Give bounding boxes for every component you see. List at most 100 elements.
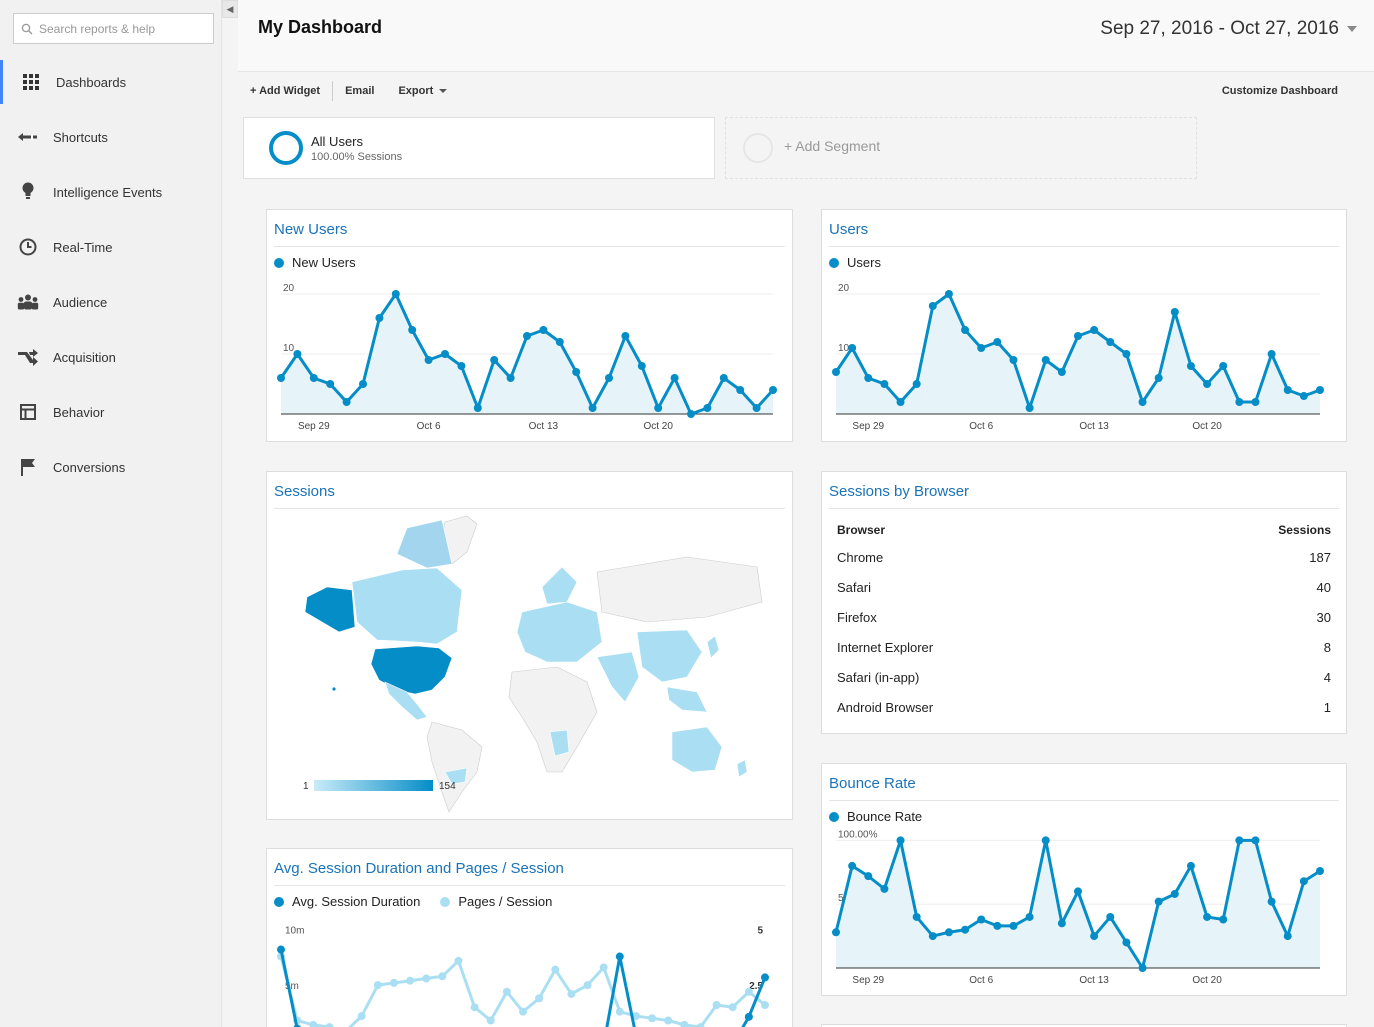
data-point — [621, 332, 630, 340]
data-point — [490, 356, 499, 364]
sidebar-item-label: Dashboards — [56, 74, 127, 90]
data-point — [1283, 932, 1292, 941]
data-point — [1235, 836, 1244, 845]
sidebar: Dashboards Shortcuts Intelligence Events… — [0, 0, 222, 1027]
table-row[interactable]: Internet Explorer 8 — [829, 632, 1339, 662]
data-point-pages — [680, 1020, 689, 1027]
cell-browser[interactable]: Safari (in-app) — [837, 669, 920, 685]
add-widget-button[interactable]: + Add Widget — [250, 85, 321, 97]
data-point — [1235, 398, 1244, 406]
search-box[interactable] — [13, 13, 214, 44]
data-point-duration — [744, 1012, 753, 1021]
data-point — [769, 386, 777, 394]
data-point — [1074, 887, 1082, 896]
date-range-picker[interactable]: Sep 27, 2016 - Oct 27, 2016 — [1096, 14, 1359, 44]
widget-title: Users — [829, 221, 869, 238]
sidebar-item-real-time[interactable]: Real-Time — [0, 225, 222, 269]
widget-new-users: New Users New Users 10 20 Sep 29 Oct 6 Oct 1… — [266, 209, 793, 442]
cell-browser[interactable]: Firefox — [837, 609, 877, 625]
sidebar-item-dashboards[interactable]: Dashboards — [0, 60, 222, 104]
data-point-pages — [648, 1014, 657, 1023]
cell-browser[interactable]: Android Browser — [837, 699, 934, 715]
divider — [829, 800, 1339, 801]
sidebar-item-intelligence-events[interactable]: Intelligence Events — [0, 170, 222, 214]
table-row[interactable]: Chrome 187 — [829, 542, 1339, 572]
add-segment-button[interactable]: + Add Segment — [725, 117, 1197, 179]
sidebar-item-behavior[interactable]: Behavior — [0, 390, 222, 434]
chart-legend: Users — [829, 255, 881, 270]
world-map[interactable]: 1 154 — [267, 472, 792, 819]
customize-dashboard-button[interactable]: Customize Dashboard — [1221, 85, 1338, 97]
divider — [274, 246, 785, 247]
table-row[interactable]: Firefox 30 — [829, 602, 1339, 632]
collapse-sidebar-button[interactable]: ◀ — [222, 0, 238, 18]
data-point — [1316, 386, 1324, 394]
sidebar-item-shortcuts[interactable]: Shortcuts — [0, 115, 222, 159]
data-point — [1154, 374, 1163, 382]
search-input[interactable] — [39, 21, 209, 36]
table-header-row: Browser Sessions — [829, 518, 1339, 542]
data-point — [309, 374, 318, 382]
new-users-chart: 10 20 Sep 29 Oct 6 Oct 13 Oct 20 — [277, 283, 777, 432]
x-tick-label: Oct 20 — [1192, 975, 1222, 986]
header: My Dashboard Sep 27, 2016 - Oct 27, 2016 — [238, 0, 1374, 72]
series-line-pages — [279, 956, 766, 1027]
table-row[interactable]: Android Browser 1 — [829, 692, 1339, 722]
shortcut-arrow-icon — [17, 126, 39, 148]
data-point-pages — [583, 981, 592, 990]
column-header-sessions: Sessions — [1278, 523, 1331, 537]
data-point — [1090, 932, 1099, 941]
cell-browser[interactable]: Chrome — [837, 549, 884, 565]
chart-legend: Bounce Rate — [829, 809, 922, 824]
x-tick-label: Oct 13 — [529, 421, 559, 432]
data-point — [1122, 938, 1131, 947]
data-point-pages — [406, 976, 415, 985]
sidebar-item-label: Shortcuts — [53, 129, 108, 145]
table-row[interactable]: Safari 40 — [829, 572, 1339, 602]
data-point-duration — [615, 952, 624, 961]
email-button[interactable]: Email — [333, 85, 386, 97]
data-point-pages — [470, 1003, 479, 1012]
data-point — [752, 404, 761, 412]
data-point — [1122, 350, 1131, 358]
data-point — [1203, 380, 1212, 388]
y-tick-label: 10 — [838, 343, 850, 354]
x-tick-label: Oct 6 — [969, 421, 993, 432]
email-label: Email — [345, 85, 375, 97]
data-point — [654, 404, 663, 412]
toolbar-divider — [332, 81, 334, 101]
data-point — [457, 362, 466, 370]
data-point — [848, 861, 857, 870]
data-point-pages — [744, 987, 753, 996]
sidebar-item-audience[interactable]: Audience — [0, 280, 222, 324]
data-point — [637, 362, 646, 370]
data-point-pages — [615, 1007, 624, 1016]
divider — [829, 508, 1339, 509]
table-row[interactable]: Safari (in-app) 4 — [829, 662, 1339, 692]
export-button[interactable]: Export — [386, 85, 459, 97]
data-point — [1186, 362, 1195, 370]
widget-bounce-rate: Bounce Rate Bounce Rate 50.00%100.00%Sep… — [821, 763, 1347, 996]
area-fill — [836, 840, 1320, 968]
data-point — [977, 915, 986, 924]
segment-all-users[interactable]: All Users 100.00% Sessions — [243, 117, 715, 179]
data-point — [944, 928, 953, 937]
cell-sessions: 30 — [1316, 609, 1331, 625]
data-point-pages — [502, 987, 511, 996]
sidebar-item-acquisition[interactable]: Acquisition — [0, 335, 222, 379]
data-point — [670, 374, 679, 382]
widget-title: New Users — [274, 221, 348, 238]
data-point-pages — [325, 1023, 334, 1027]
data-point — [993, 338, 1002, 346]
legend-dot-icon — [274, 896, 284, 907]
data-point-pages — [551, 965, 560, 974]
cell-browser[interactable]: Safari — [837, 579, 871, 595]
column-header-browser: Browser — [837, 523, 886, 537]
legend-dot-icon — [829, 257, 839, 268]
data-point — [375, 314, 384, 322]
layout-icon — [17, 401, 39, 423]
data-point — [993, 921, 1002, 930]
chart-legend: New Users — [274, 255, 356, 270]
cell-browser[interactable]: Internet Explorer — [837, 639, 934, 655]
sidebar-item-conversions[interactable]: Conversions — [0, 445, 222, 489]
